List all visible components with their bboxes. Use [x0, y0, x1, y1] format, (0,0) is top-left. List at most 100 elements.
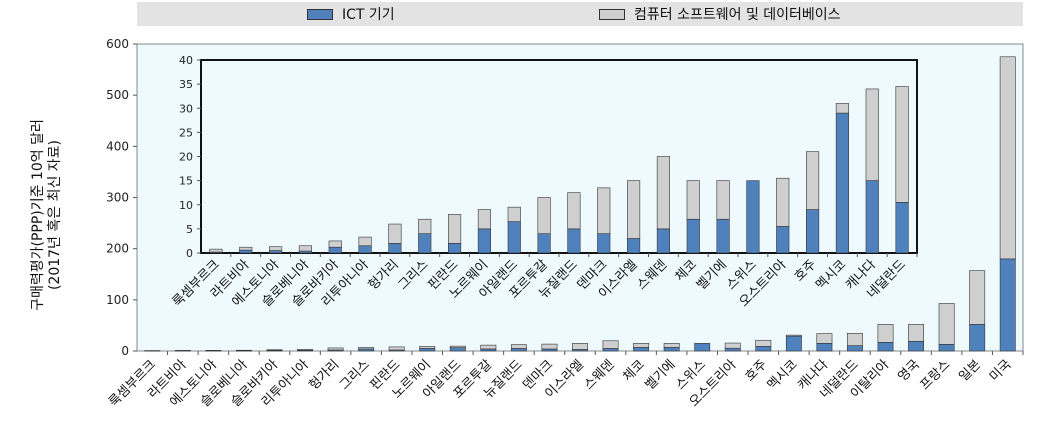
inset-bar-ict	[895, 202, 909, 254]
inset-bar-software	[477, 209, 491, 230]
main-bar-ict	[510, 348, 527, 352]
main-bar-software	[755, 339, 772, 347]
main-category-label: 그리스	[337, 357, 373, 393]
main-bar-software	[388, 346, 405, 351]
inset-bar-ict	[865, 180, 879, 254]
inset-bar-software	[627, 180, 641, 239]
main-bar-ict	[724, 347, 741, 352]
inset-bar-ict	[328, 246, 342, 254]
main-bar-ict	[938, 344, 955, 352]
inset-bar-software	[239, 246, 253, 251]
main-bar-software	[633, 343, 650, 348]
inset-bar-ict	[448, 243, 462, 254]
main-bar-ict	[449, 347, 466, 352]
inset-y-tick-label: 15	[179, 175, 193, 188]
inset-bar-software	[209, 248, 223, 253]
inset-bar-ict	[597, 233, 611, 254]
inset-bar-software	[567, 192, 581, 230]
inset-y-tick-label: 35	[179, 78, 193, 91]
inset-bar-ict	[627, 238, 641, 254]
inset-bar-ict	[835, 112, 849, 254]
inset-bar-ict	[537, 233, 551, 254]
main-category-label: 미국	[987, 357, 1015, 385]
legend-item-ict: ICT 기기	[307, 2, 395, 26]
main-y-tick-label: 0	[121, 344, 129, 358]
main-bar-software	[847, 333, 863, 346]
main-bar-software	[327, 347, 344, 351]
inset-bar-software	[328, 240, 342, 248]
main-bar-ict	[847, 345, 863, 352]
inset-bar-software	[895, 86, 909, 203]
inset-bar-software	[656, 156, 670, 230]
main-y-tick-label: 300	[106, 191, 129, 205]
main-bar-software	[235, 349, 252, 352]
legend-label-software: 컴퓨터 소프트웨어 및 데이터베이스	[634, 7, 841, 23]
inset-bar-ict	[507, 221, 521, 254]
main-bar-ict	[908, 340, 925, 352]
inset-bar-ict	[716, 218, 730, 254]
legend-label-ict: ICT 기기	[342, 7, 395, 23]
inset-y-tick-label: 5	[186, 223, 193, 236]
inset-bar-software	[448, 214, 462, 244]
inset-bar-software	[507, 206, 521, 222]
inset-bar-software	[358, 236, 372, 247]
inset-bar-ict	[746, 180, 760, 254]
main-bar-ict	[541, 348, 558, 352]
main-bar-software	[419, 346, 436, 349]
main-category-label: 멕시코	[765, 357, 801, 393]
inset-plot-area	[200, 59, 918, 254]
inset-bar-ict	[776, 226, 790, 254]
main-y-tick-label: 200	[106, 242, 129, 256]
inset-bar-software	[686, 180, 700, 220]
legend-item-software: 컴퓨터 소프트웨어 및 데이터베이스	[599, 2, 841, 26]
main-bar-ict	[877, 342, 894, 352]
main-category-label: 스웨덴	[581, 357, 617, 393]
legend-swatch-ict	[307, 8, 333, 20]
inset-bar-software	[835, 103, 849, 114]
legend-swatch-software	[599, 8, 625, 20]
main-bar-ict	[969, 324, 986, 352]
main-bar-ict	[663, 347, 680, 352]
inset-y-tick-label: 25	[179, 126, 193, 139]
inset-bar-ict	[656, 228, 670, 254]
main-bar-ict	[480, 348, 497, 352]
inset-bar-software	[716, 180, 730, 220]
main-bar-software	[999, 56, 1016, 260]
main-bar-ict	[816, 343, 833, 352]
inset-bar-ict	[418, 233, 432, 254]
main-y-tick-label: 500	[106, 88, 129, 102]
main-bar-ict	[999, 258, 1016, 352]
legend: ICT 기기 컴퓨터 소프트웨어 및 데이터베이스	[137, 2, 1023, 26]
inset-bar-software	[597, 187, 611, 235]
inset-y-tick-label: 30	[179, 102, 193, 115]
inset-bar-software	[537, 197, 551, 234]
main-bar-ict	[419, 348, 436, 352]
main-category-label: 일본	[956, 357, 984, 385]
main-bar-ict	[633, 347, 650, 352]
inset-bar-ict	[477, 228, 491, 254]
inset-bar-ict	[388, 243, 402, 254]
inset-bar-ict	[239, 249, 253, 254]
main-bar-software	[724, 342, 741, 349]
main-bar-software	[266, 349, 283, 351]
inset-bar-software	[806, 151, 820, 210]
inset-y-tick-label: 10	[179, 199, 193, 212]
main-category-label: 프랑스	[917, 357, 953, 393]
main-bar-software	[938, 303, 955, 345]
main-category-label: 헝가리	[306, 357, 342, 393]
inset-bar-software	[418, 218, 432, 235]
main-bar-software	[816, 333, 833, 344]
inset-bar-ict	[567, 228, 581, 254]
main-y-tick-label: 400	[106, 139, 129, 153]
main-bar-software	[572, 343, 588, 350]
main-bar-ict	[602, 348, 619, 352]
inset-y-tick-label: 40	[179, 54, 193, 67]
main-bar-software	[969, 270, 986, 325]
main-bar-software	[449, 345, 466, 348]
main-bar-software	[877, 324, 894, 343]
main-bar-software	[541, 343, 558, 350]
main-bar-ict	[755, 346, 772, 352]
main-y-tick-label: 100	[106, 293, 129, 307]
main-bar-software	[602, 340, 619, 349]
